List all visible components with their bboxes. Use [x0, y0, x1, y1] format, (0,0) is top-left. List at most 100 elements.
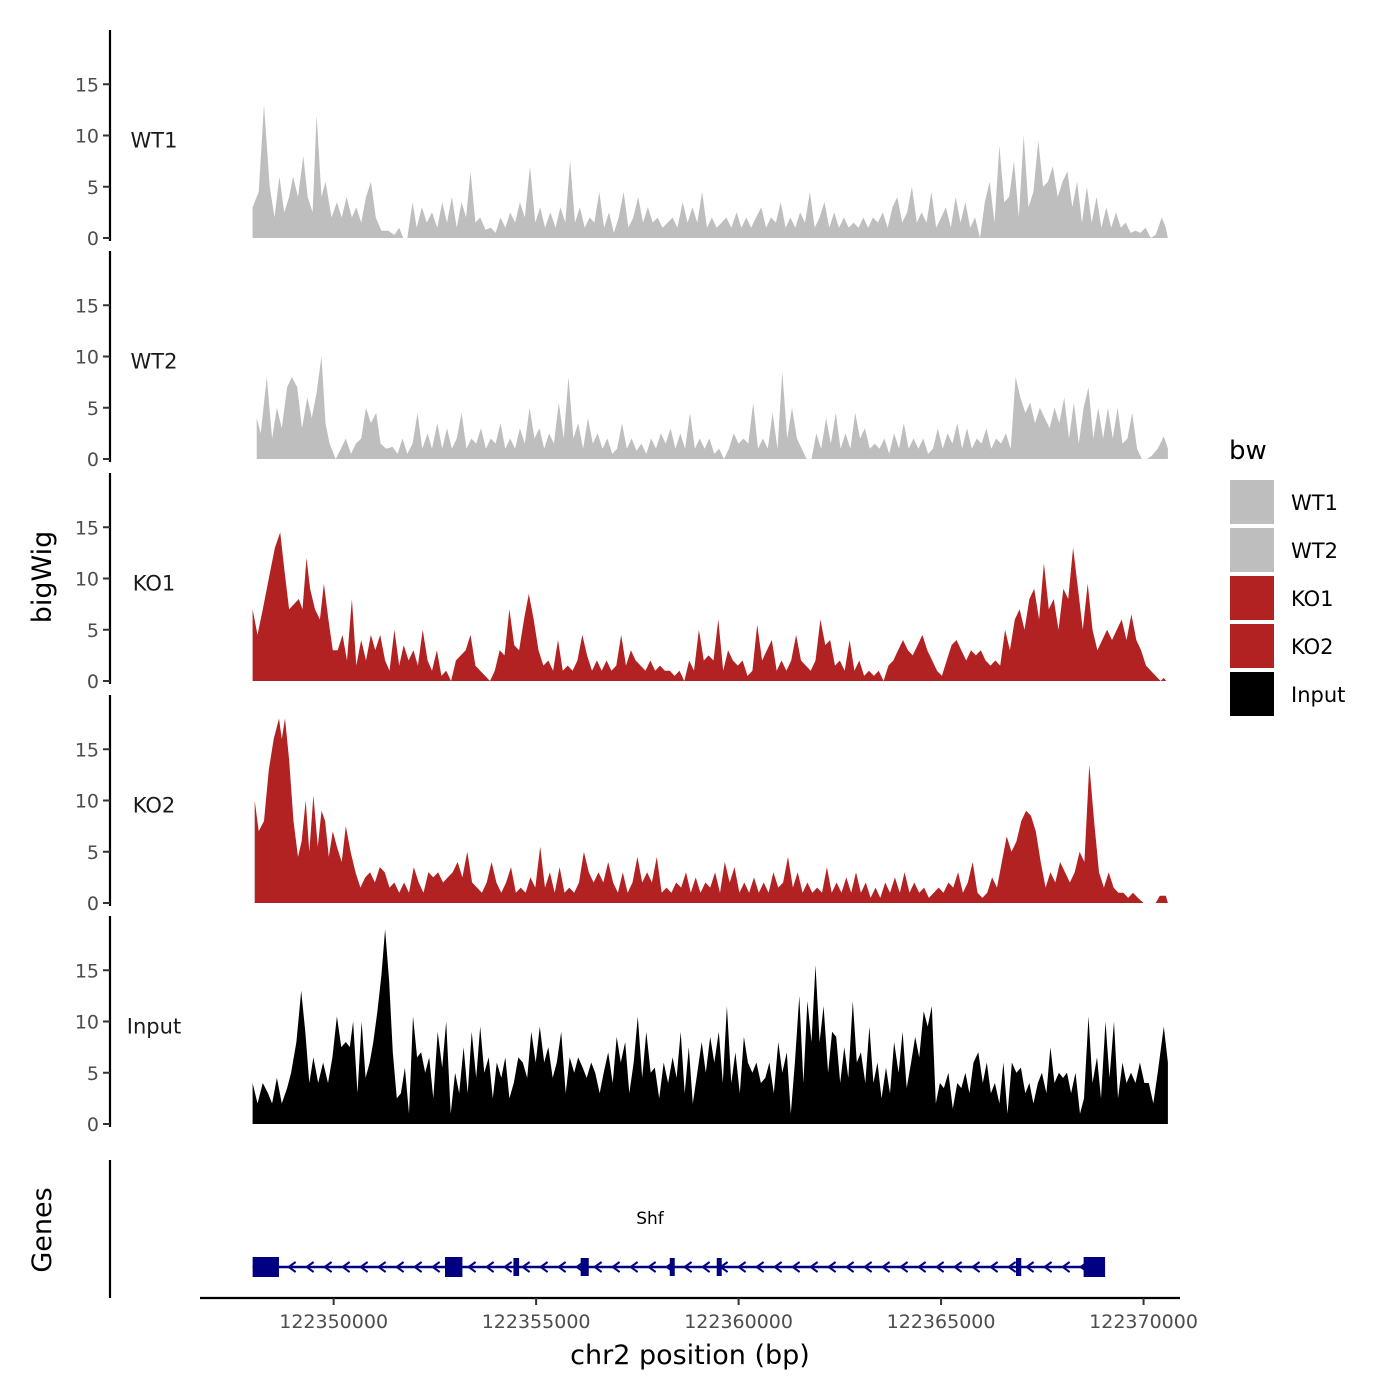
strand-arrow	[340, 1261, 351, 1273]
exon	[1083, 1257, 1106, 1277]
x-tick-label: 122355000	[482, 1311, 591, 1333]
legend-key-input	[1230, 672, 1274, 716]
gene-name-label: Shf	[636, 1209, 665, 1229]
strand-arrow	[880, 1261, 891, 1273]
track-label: WT1	[131, 129, 178, 153]
y-tick-label: 15	[75, 517, 99, 539]
legend-label-wt1: WT1	[1291, 491, 1338, 515]
strand-arrow	[844, 1261, 855, 1273]
track-input: 0 5 10 15 Input	[75, 916, 1168, 1136]
track-wt1: 0 5 10 15 WT1	[75, 30, 1168, 250]
legend-title: bw	[1229, 436, 1267, 466]
y-tick-label: 5	[87, 842, 99, 864]
track-label: Input	[127, 1015, 181, 1039]
x-axis: 122350000 122355000 122360000 122365000 1223…	[200, 1296, 1198, 1333]
exon	[669, 1258, 675, 1276]
strand-arrow	[1042, 1261, 1053, 1273]
y-tick-label: 10	[75, 569, 99, 591]
legend-label-input: Input	[1291, 683, 1345, 707]
strand-arrow	[628, 1261, 639, 1273]
exon	[445, 1257, 463, 1277]
strand-arrow	[826, 1261, 837, 1273]
exon	[1015, 1258, 1022, 1276]
strand-arrow	[376, 1261, 387, 1273]
strand-arrow	[646, 1261, 657, 1273]
strand-arrow	[1006, 1261, 1017, 1273]
strand-arrow	[682, 1261, 693, 1273]
strand-arrow	[394, 1261, 405, 1273]
track-label: WT2	[131, 350, 178, 374]
track-wt2: 0 5 10 15 WT2	[75, 251, 1168, 471]
strand-arrow	[1060, 1261, 1071, 1273]
y-tick-label: 5	[87, 620, 99, 642]
area-ko2	[254, 718, 1168, 903]
strand-arrow	[502, 1261, 513, 1273]
y-tick-label: 0	[87, 671, 99, 693]
exon	[513, 1258, 520, 1276]
strand-arrow	[916, 1261, 927, 1273]
gene-track-panel: Shf	[108, 1160, 1106, 1298]
y-tick-label: 5	[87, 1063, 99, 1085]
area-wt2	[256, 356, 1168, 459]
strand-arrow	[556, 1261, 567, 1273]
strand-arrow	[484, 1261, 495, 1273]
x-axis-title: chr2 position (bp)	[570, 1340, 810, 1371]
area-input	[252, 929, 1168, 1124]
y-tick-label: 0	[87, 893, 99, 915]
x-tick-label: 122350000	[279, 1311, 388, 1333]
area-wt1	[252, 104, 1168, 238]
track-ko1: 0 5 10 15 KO1	[75, 473, 1167, 693]
legend-label-ko2: KO2	[1291, 635, 1334, 659]
strand-arrow	[988, 1261, 999, 1273]
x-tick-label: 122370000	[1089, 1311, 1198, 1333]
strand-arrow	[538, 1261, 549, 1273]
y-tick-label: 15	[75, 295, 99, 317]
strand-arrow	[286, 1261, 297, 1273]
legend: bw WT1 WT2 KO1 KO2 Input	[1229, 436, 1345, 716]
strand-arrow	[700, 1261, 711, 1273]
y-tick-label: 10	[75, 1012, 99, 1034]
legend-label-wt2: WT2	[1291, 539, 1338, 563]
track-ko2: 0 5 10 15 KO2	[75, 695, 1168, 915]
strand-arrow	[754, 1261, 765, 1273]
y-tick-label: 0	[87, 228, 99, 250]
legend-key-ko1	[1230, 576, 1274, 620]
y-tick-label: 0	[87, 1114, 99, 1136]
strand-arrow	[466, 1261, 477, 1273]
strand-arrow	[1024, 1261, 1035, 1273]
strand-arrow	[736, 1261, 747, 1273]
x-tick-label: 122360000	[684, 1311, 793, 1333]
legend-label-ko1: KO1	[1291, 587, 1334, 611]
strand-arrow	[952, 1261, 963, 1273]
strand-arrow	[970, 1261, 981, 1273]
y-tick-label: 5	[87, 177, 99, 199]
strand-arrow	[304, 1261, 315, 1273]
y-axis-title: bigWig	[27, 531, 58, 624]
legend-key-wt2	[1230, 528, 1274, 572]
genes-axis-title: Genes	[27, 1187, 58, 1272]
strand-arrow	[520, 1261, 531, 1273]
strand-arrow	[610, 1261, 621, 1273]
y-tick-label: 10	[75, 347, 99, 369]
strand-arrow	[898, 1261, 909, 1273]
y-tick-label: 10	[75, 791, 99, 813]
legend-key-ko2	[1230, 624, 1274, 668]
strand-arrow	[430, 1261, 441, 1273]
exon	[716, 1258, 722, 1276]
strand-arrow	[322, 1261, 333, 1273]
track-label: KO2	[133, 794, 176, 818]
track-label: KO1	[133, 572, 176, 596]
strand-arrow	[808, 1261, 819, 1273]
y-tick-label: 15	[75, 739, 99, 761]
strand-arrow	[412, 1261, 423, 1273]
strand-arrow	[772, 1261, 783, 1273]
strand-arrow	[934, 1261, 945, 1273]
y-tick-label: 15	[75, 960, 99, 982]
y-tick-label: 5	[87, 398, 99, 420]
strand-arrow	[790, 1261, 801, 1273]
y-tick-label: 15	[75, 74, 99, 96]
strand-arrow	[358, 1261, 369, 1273]
exon	[252, 1257, 279, 1277]
legend-key-wt1	[1230, 480, 1274, 524]
